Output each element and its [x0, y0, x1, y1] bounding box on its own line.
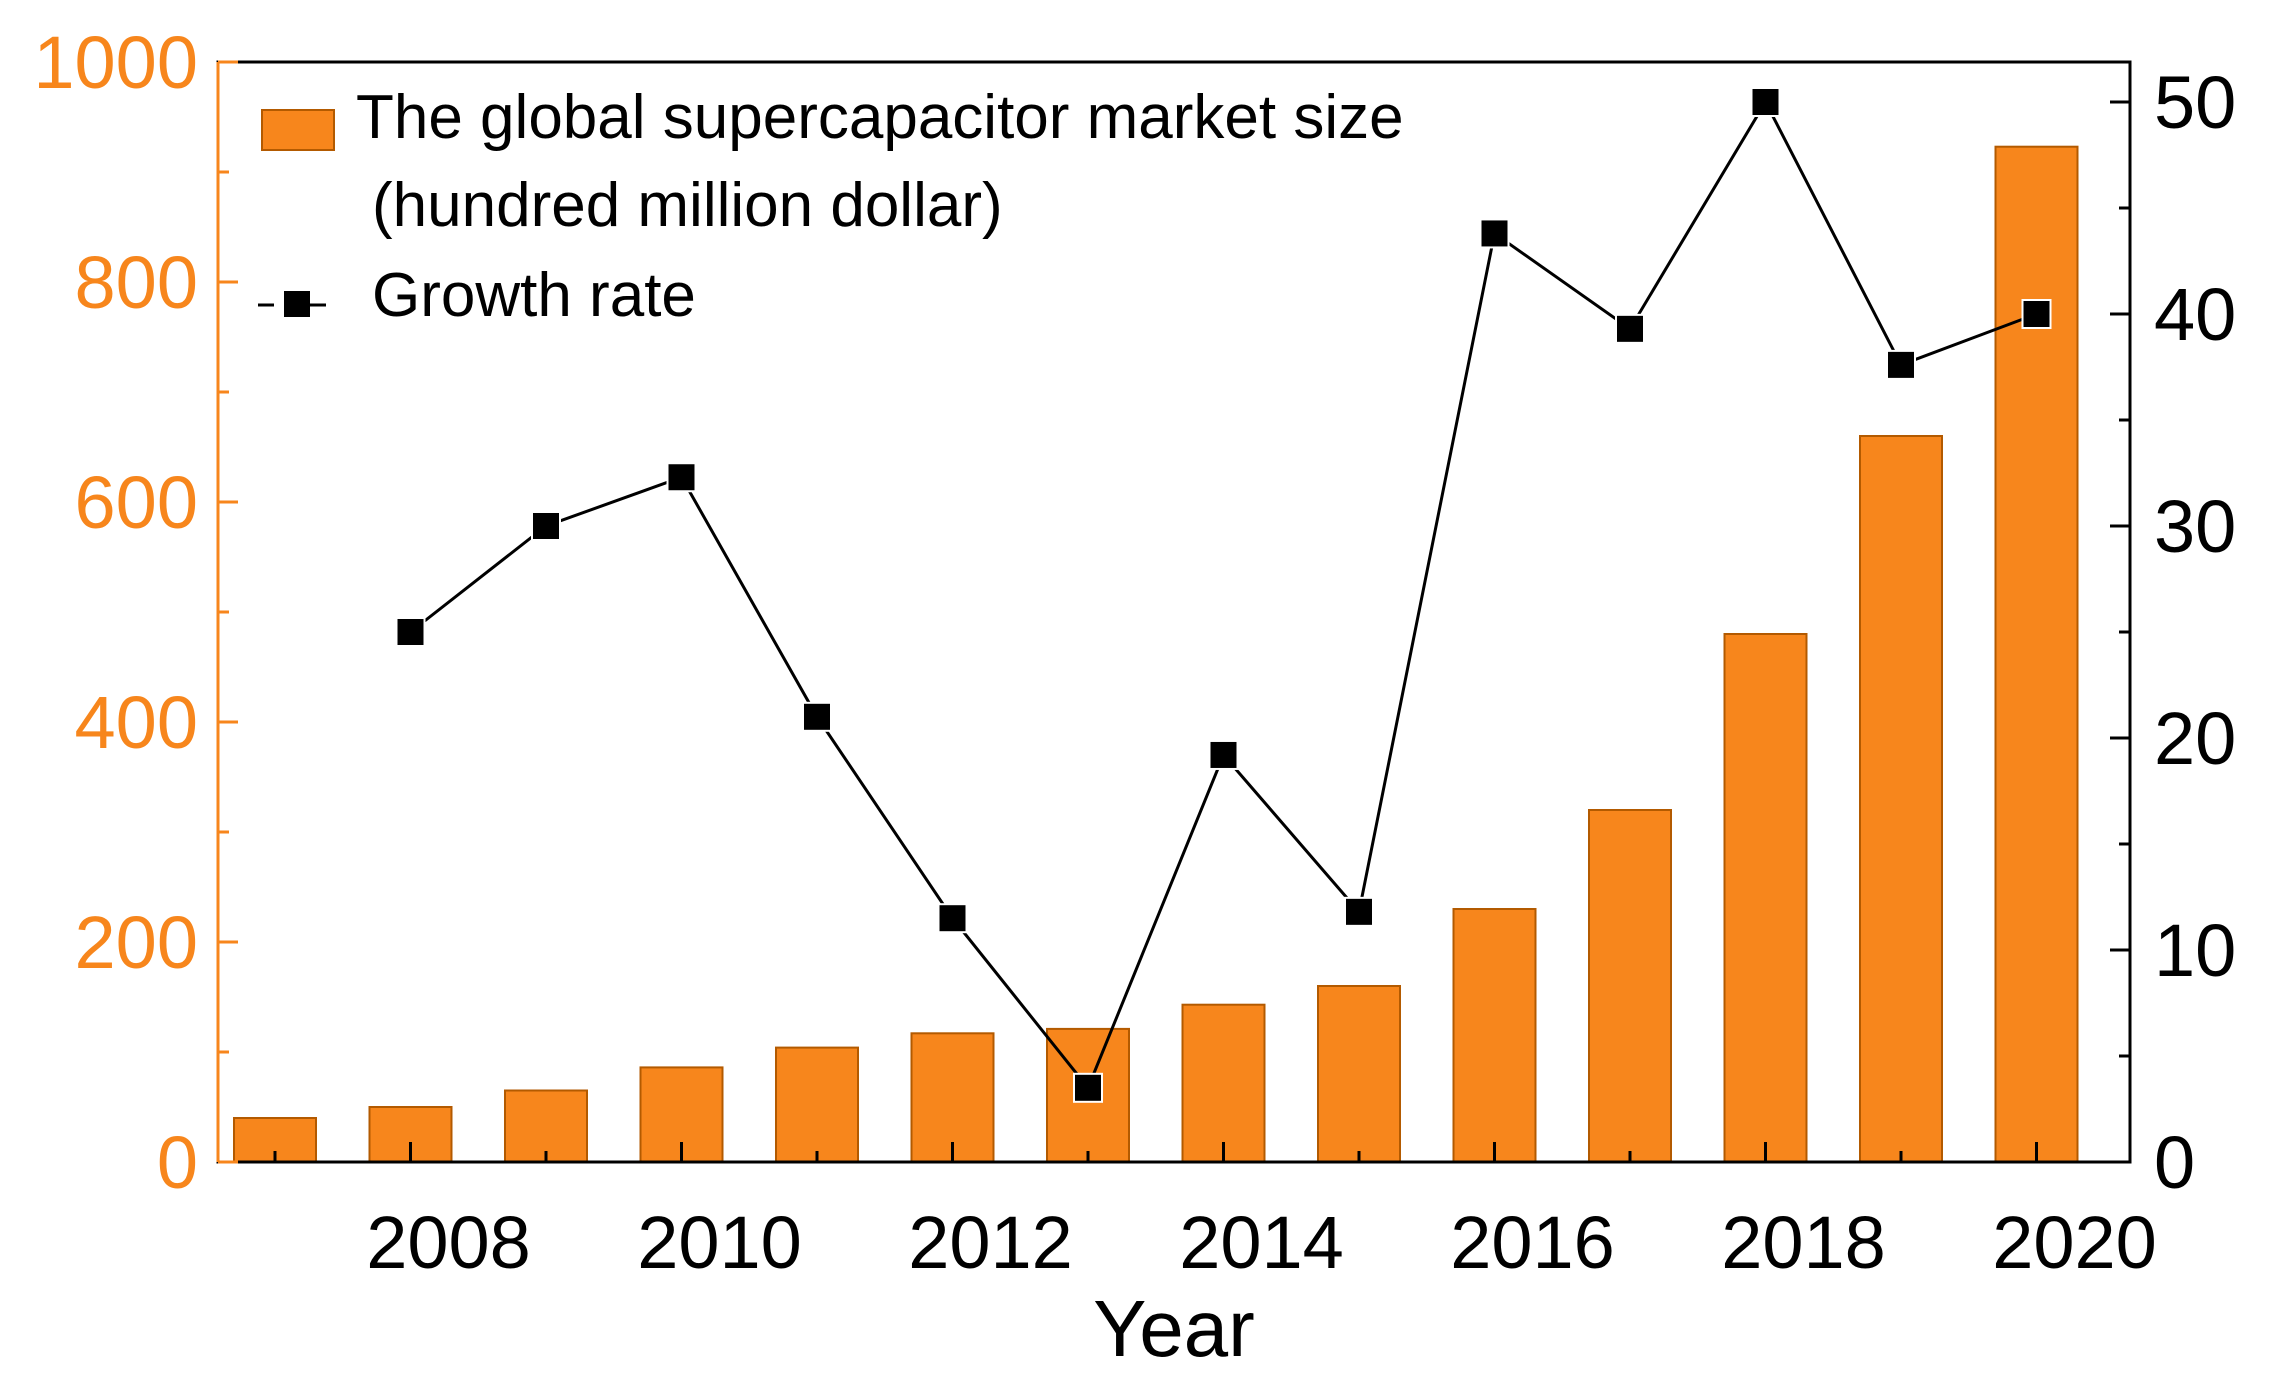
growth-marker-2016 — [1479, 218, 1510, 249]
bottom-tick-label: 2016 — [1450, 1201, 1615, 1284]
bar-2015 — [1317, 985, 1401, 1163]
legend-bar-label-line2: (hundred million dollar) — [372, 171, 1003, 240]
growth-marker-2014 — [1208, 739, 1239, 770]
bottom-tick-label: 2014 — [1179, 1201, 1344, 1284]
left-tick-label: 0 — [157, 1121, 198, 1204]
bar-2018 — [1723, 633, 1808, 1163]
bar-2020 — [1994, 145, 2079, 1163]
right-tick-label: 40 — [2154, 273, 2236, 356]
right-tick-label: 10 — [2154, 909, 2236, 992]
right-tick-label: 0 — [2154, 1121, 2195, 1204]
growth-marker-2009 — [531, 511, 561, 541]
bottom-axis: 2008 2010 2012 2014 2016 2018 2020 — [273, 1142, 2157, 1284]
growth-marker-2012 — [937, 903, 968, 934]
right-tick-label: 30 — [2154, 485, 2236, 568]
growth-marker-2015 — [1344, 896, 1374, 927]
bottom-tick-label: 2018 — [1721, 1201, 1886, 1284]
right-tick-label: 20 — [2154, 697, 2236, 780]
growth-markers-layer — [395, 87, 2052, 1103]
legend-line-label: Growth rate — [372, 261, 696, 330]
growth-marker-2020 — [2021, 299, 2052, 329]
growth-marker-2017 — [1615, 313, 1645, 344]
growth-marker-2008 — [395, 617, 426, 647]
bar-2017 — [1588, 809, 1672, 1163]
left-tick-label: 1000 — [33, 21, 198, 104]
growth-marker-2018 — [1750, 87, 1781, 117]
left-tick-label: 600 — [75, 461, 198, 544]
growth-marker-2010 — [666, 462, 697, 493]
legend-bar-label-line1: The global supercapacitor market size — [356, 83, 1404, 152]
legend-bar-swatch — [261, 109, 335, 151]
bars-layer — [233, 145, 2079, 1164]
bottom-tick-label: 2008 — [366, 1201, 531, 1284]
bar-2011 — [775, 1046, 859, 1163]
growth-marker-2013 — [1073, 1072, 1103, 1103]
growth-marker-2011 — [802, 701, 832, 732]
bottom-tick-label: 2020 — [1992, 1201, 2157, 1284]
bar-2012 — [910, 1032, 995, 1164]
legend-square-marker — [284, 291, 310, 317]
bar-2016 — [1452, 908, 1537, 1163]
bar-2014 — [1181, 1003, 1266, 1164]
legend: The global supercapacitor market size (h… — [258, 83, 1404, 330]
x-axis-title: Year — [1093, 1284, 1255, 1373]
left-tick-label: 200 — [75, 901, 198, 984]
bar-2019 — [1859, 435, 1943, 1163]
left-tick-label: 400 — [75, 681, 198, 764]
growth-marker-2019 — [1886, 349, 1916, 380]
bottom-tick-label: 2010 — [637, 1201, 802, 1284]
right-tick-label: 50 — [2154, 61, 2236, 144]
left-tick-label: 800 — [75, 241, 198, 324]
left-axis: 0 200 400 600 800 1000 — [33, 21, 238, 1204]
bottom-tick-label: 2012 — [908, 1201, 1073, 1284]
right-axis: 0 10 20 30 40 50 — [2110, 61, 2236, 1204]
